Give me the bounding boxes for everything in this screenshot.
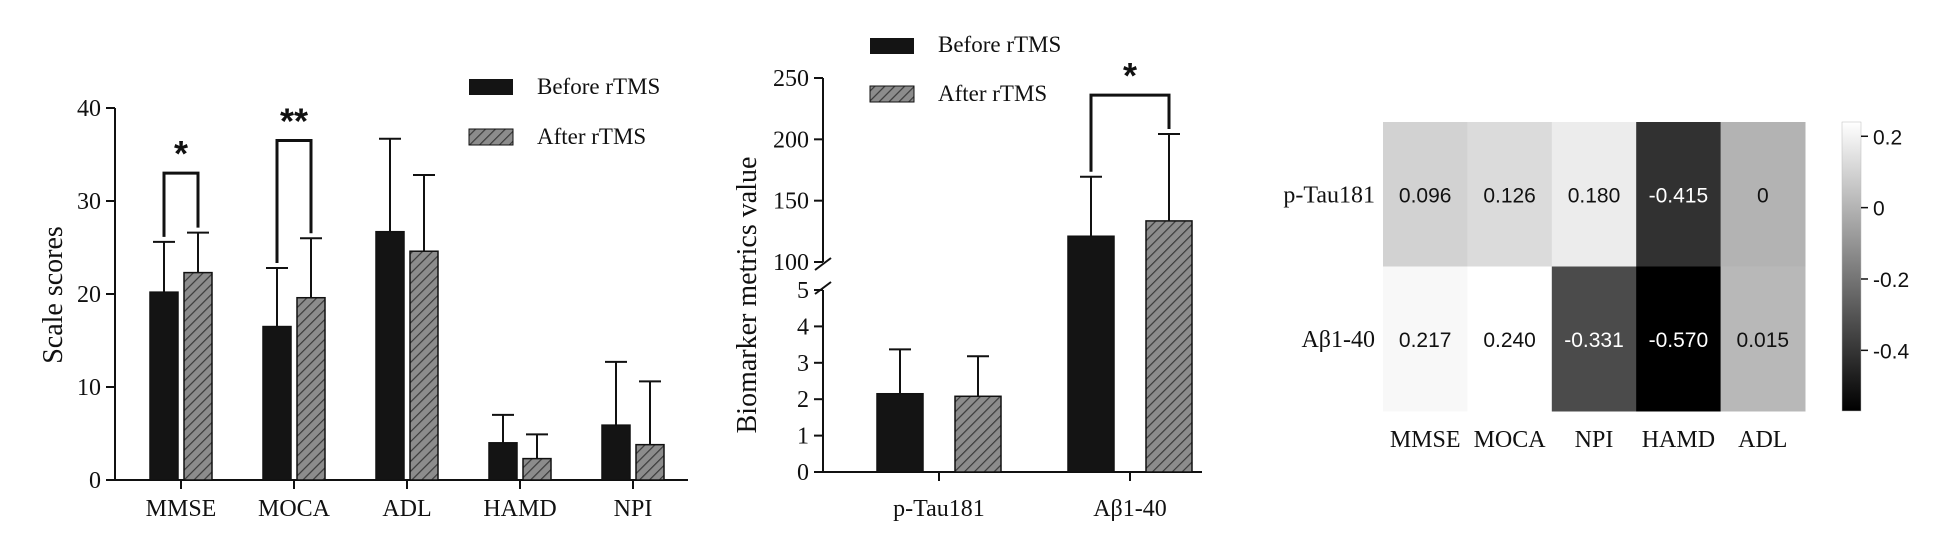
- y-tick-label: 200: [773, 127, 809, 153]
- y-tick-label: 0: [797, 460, 809, 486]
- column-label: MMSE: [1390, 427, 1461, 453]
- y-tick-label: 20: [77, 282, 101, 308]
- column-label: ADL: [1738, 427, 1787, 453]
- bar-before: [1067, 235, 1115, 473]
- column-label: HAMD: [1642, 427, 1715, 453]
- heatmap-cell: [1467, 266, 1553, 412]
- heatmap-cell: [1551, 266, 1637, 412]
- x-tick-label: p-Tau181: [893, 496, 985, 522]
- x-tick-label: HAMD: [483, 496, 556, 522]
- significance-bracket: [1089, 93, 1171, 172]
- legend-swatch-before: [469, 79, 513, 95]
- bar-after: [1145, 220, 1193, 473]
- significance-bracket: [275, 139, 313, 263]
- panel-biomarker-metrics: Biomarker metrics value Before rTMS Afte…: [732, 32, 1202, 522]
- heatmap-cell: [1551, 122, 1637, 267]
- significance-bracket-label: *: [174, 133, 188, 174]
- y-tick-label: 30: [77, 189, 101, 215]
- bar-after: [409, 250, 439, 481]
- cell-value: 0.217: [1399, 329, 1452, 352]
- legend-label-before: Before rTMS: [938, 32, 1061, 57]
- cell-value: 0.180: [1568, 184, 1621, 207]
- y-tick-label: 10: [77, 375, 101, 401]
- bar-before: [488, 442, 518, 481]
- y-tick-label: 40: [77, 96, 101, 122]
- panel-correlation-heatmap: p-Tau181 0.096 0.126 0.180 -0.415 0 Aβ1-40 0.21…: [1283, 121, 1910, 453]
- column-label: NPI: [1575, 427, 1614, 453]
- cell-value: 0: [1757, 184, 1769, 207]
- heatmap-cell: [1636, 266, 1722, 412]
- y-axis-label: Biomarker metrics value: [732, 157, 763, 434]
- legend: Before rTMS After rTMS: [468, 74, 660, 149]
- bar-after: [635, 443, 665, 481]
- heatmap-cell: [1720, 122, 1806, 267]
- x-tick-label: MOCA: [258, 496, 331, 522]
- heatmap-cell: [1720, 266, 1806, 412]
- y-tick-label: 100: [773, 250, 809, 276]
- legend-swatch-after: [869, 85, 915, 103]
- heatmap-cell: [1636, 122, 1722, 267]
- legend-label-before: Before rTMS: [537, 74, 660, 99]
- significance-bracket-label: **: [280, 101, 308, 142]
- cell-value: 0.240: [1483, 329, 1536, 352]
- y-axis-label: Scale scores: [38, 226, 69, 364]
- row-label: Aβ1-40: [1301, 327, 1375, 353]
- cell-value: -0.415: [1649, 184, 1709, 207]
- x-tick-label: Aβ1-40: [1093, 496, 1167, 522]
- significance-bracket-label: *: [1123, 55, 1137, 96]
- bar-before: [262, 325, 292, 481]
- axis-break-mark: [814, 281, 832, 295]
- colorbar-tick-label: -0.4: [1873, 340, 1910, 363]
- legend: Before rTMS After rTMS: [869, 32, 1061, 106]
- colorbar-tick-label: 0.2: [1873, 126, 1902, 149]
- legend-label-after: After rTMS: [938, 81, 1047, 106]
- heatmap-cell: [1383, 122, 1468, 267]
- x-tick-label: NPI: [614, 496, 653, 522]
- heatmap-cell: [1467, 122, 1553, 267]
- y-tick-label: 3: [797, 351, 809, 377]
- bar-after: [522, 457, 552, 481]
- axis-break-mark: [814, 257, 832, 271]
- column-label: MOCA: [1474, 427, 1547, 453]
- bar-before: [601, 424, 631, 481]
- cell-value: 0.096: [1399, 184, 1452, 207]
- colorbar: [1841, 121, 1862, 412]
- significance-bracket: [162, 171, 200, 237]
- panel-scale-scores: Scale scores Before rTMS After rTMS 0 10 2…: [38, 74, 688, 522]
- bar-before: [375, 230, 405, 481]
- bar-before: [876, 392, 924, 473]
- y-tick-label: 1: [797, 424, 809, 450]
- legend-swatch-after: [468, 128, 514, 146]
- y-tick-label: 250: [773, 66, 809, 92]
- legend-swatch-before: [870, 38, 914, 54]
- y-tick-label: 4: [797, 314, 809, 340]
- bar-after: [183, 271, 213, 481]
- cell-value: -0.570: [1649, 329, 1709, 352]
- bar-after: [296, 296, 326, 481]
- colorbar-tick-label: -0.2: [1873, 269, 1909, 292]
- bar-before: [149, 291, 179, 481]
- y-tick-label: 0: [89, 468, 101, 494]
- legend-label-after: After rTMS: [537, 124, 646, 149]
- cell-value: -0.331: [1564, 329, 1624, 352]
- cell-value: 0.126: [1483, 184, 1536, 207]
- colorbar-tick-label: 0: [1873, 198, 1885, 221]
- bar-after: [954, 395, 1002, 473]
- y-tick-label: 2: [797, 387, 809, 413]
- heatmap-cell: [1383, 266, 1468, 412]
- row-label: p-Tau181: [1283, 182, 1375, 208]
- x-tick-label: MMSE: [146, 496, 217, 522]
- cell-value: 0.015: [1737, 329, 1790, 352]
- y-tick-label: 150: [773, 189, 809, 215]
- x-tick-label: ADL: [382, 496, 431, 522]
- y-tick-label: 5: [797, 278, 809, 304]
